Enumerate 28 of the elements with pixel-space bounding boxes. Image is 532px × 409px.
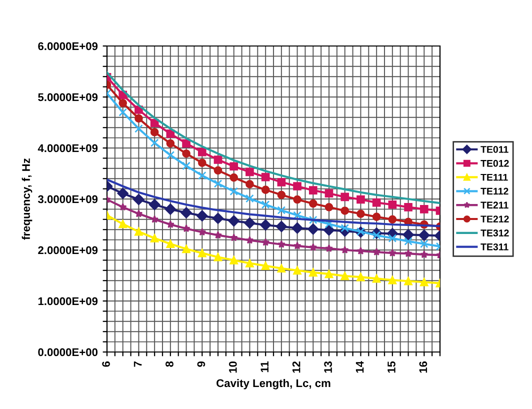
y-axis-title: frequency, f, Hz bbox=[22, 158, 32, 240]
y-tick-label: 1.0000E+09 bbox=[38, 297, 98, 306]
x-tick-label: 9 bbox=[197, 361, 206, 367]
y-tick-label: 0.0000E+00 bbox=[38, 348, 98, 356]
x-tick-label: 15 bbox=[388, 361, 396, 373]
x-tick-label: 11 bbox=[260, 361, 268, 372]
y-tick-label: 4.0000E+09 bbox=[38, 144, 98, 152]
x-tick-label: 6 bbox=[102, 361, 110, 367]
x-tick-label: 14 bbox=[356, 361, 364, 373]
x-tick-label: 10 bbox=[228, 361, 237, 373]
y-tick-label: 2.0000E+09 bbox=[38, 246, 98, 254]
legend-label: TE312 bbox=[480, 230, 509, 236]
x-tick-label: 8 bbox=[166, 361, 174, 367]
x-tick-label: 16 bbox=[419, 361, 428, 373]
x-tick-label: 12 bbox=[292, 361, 300, 373]
legend-label: TE012 bbox=[480, 160, 509, 167]
legend-label: TE011 bbox=[480, 146, 508, 153]
x-tick-label: 13 bbox=[324, 361, 332, 373]
y-tick-label: 6.0000E+09 bbox=[38, 42, 98, 50]
legend-label: TE111 bbox=[480, 174, 508, 181]
y-tick-label: 5.0000E+09 bbox=[38, 93, 98, 102]
legend-label: TE311 bbox=[480, 243, 508, 250]
legend-label: TE212 bbox=[480, 216, 509, 222]
x-axis-title: Cavity Length, Lc, cm bbox=[216, 378, 330, 390]
x-tick-label: 7 bbox=[134, 362, 142, 367]
y-tick-label: 3.0000E+09 bbox=[38, 195, 98, 204]
legend-label: TE112 bbox=[480, 188, 508, 195]
legend-label: TE211 bbox=[480, 202, 508, 208]
